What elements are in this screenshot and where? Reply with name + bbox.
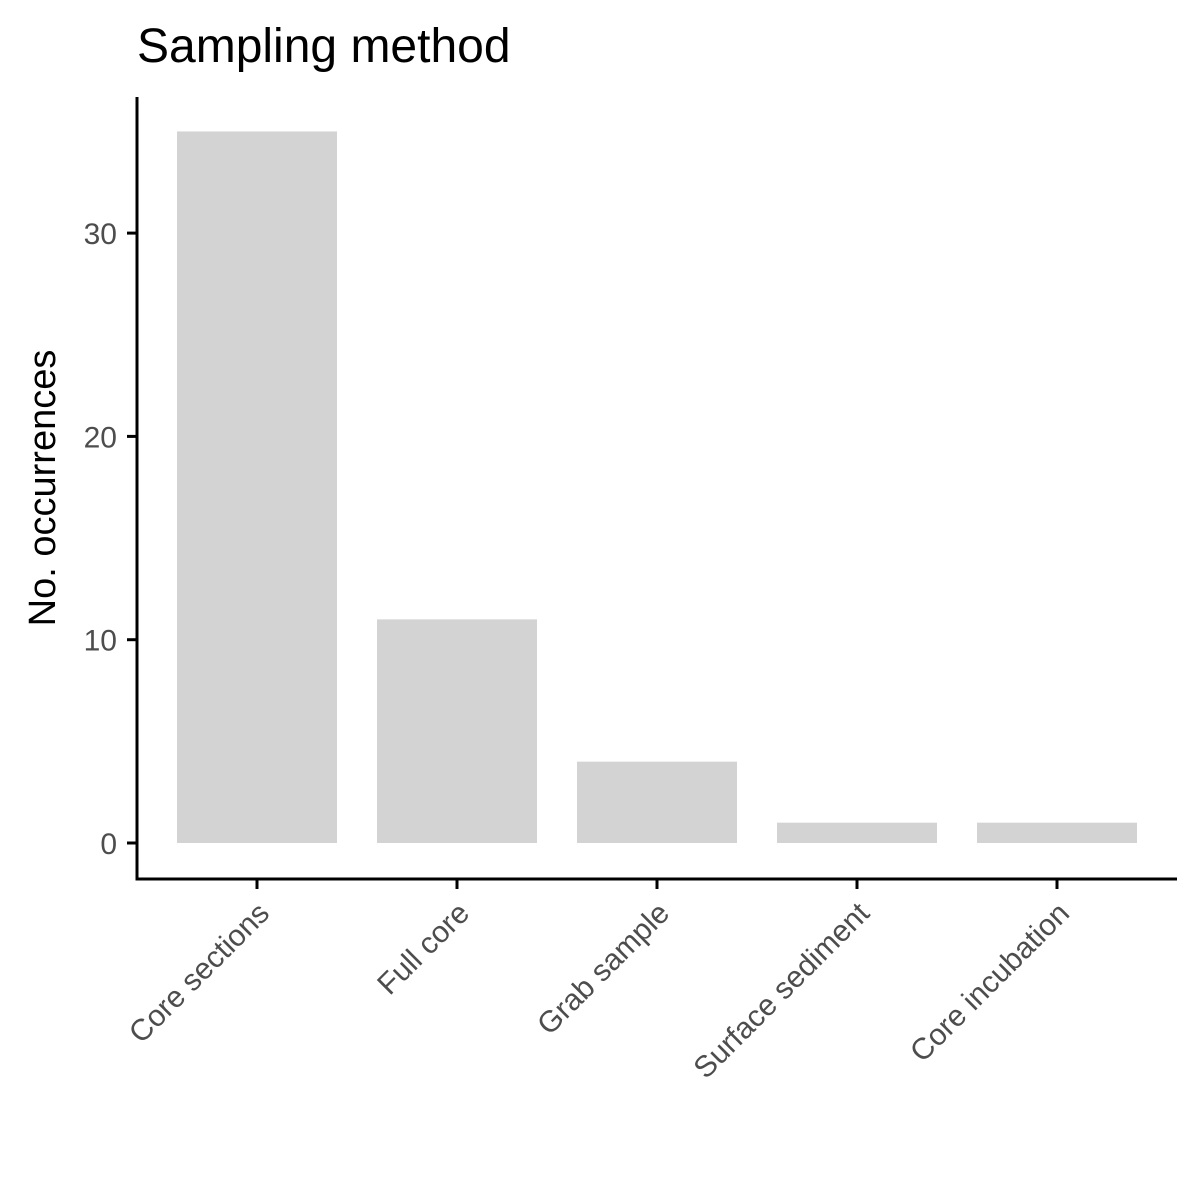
y-tick-label: 30 — [84, 218, 117, 251]
x-tick-label: Surface sediment — [688, 896, 877, 1085]
y-axis-ticks: 0 10 20 30 — [84, 218, 137, 861]
x-tick-label: Grab sample — [531, 897, 676, 1042]
y-axis-label: No. occurrences — [22, 350, 64, 627]
bar — [377, 619, 537, 843]
x-axis-ticks: Core sections Full core Grab sample Surface… — [123, 879, 1076, 1085]
y-tick-label: 0 — [100, 828, 117, 861]
bar — [977, 822, 1137, 843]
y-tick-label: 20 — [84, 421, 117, 454]
y-tick-label: 10 — [84, 625, 117, 658]
bar — [577, 761, 737, 843]
bar — [777, 822, 937, 843]
bars-group — [177, 131, 1137, 843]
chart-title: Sampling method — [137, 20, 511, 73]
bar — [177, 131, 337, 843]
x-tick-label: Core incubation — [904, 897, 1076, 1069]
x-tick-label: Full core — [371, 897, 476, 1002]
x-tick-label: Core sections — [123, 897, 276, 1050]
